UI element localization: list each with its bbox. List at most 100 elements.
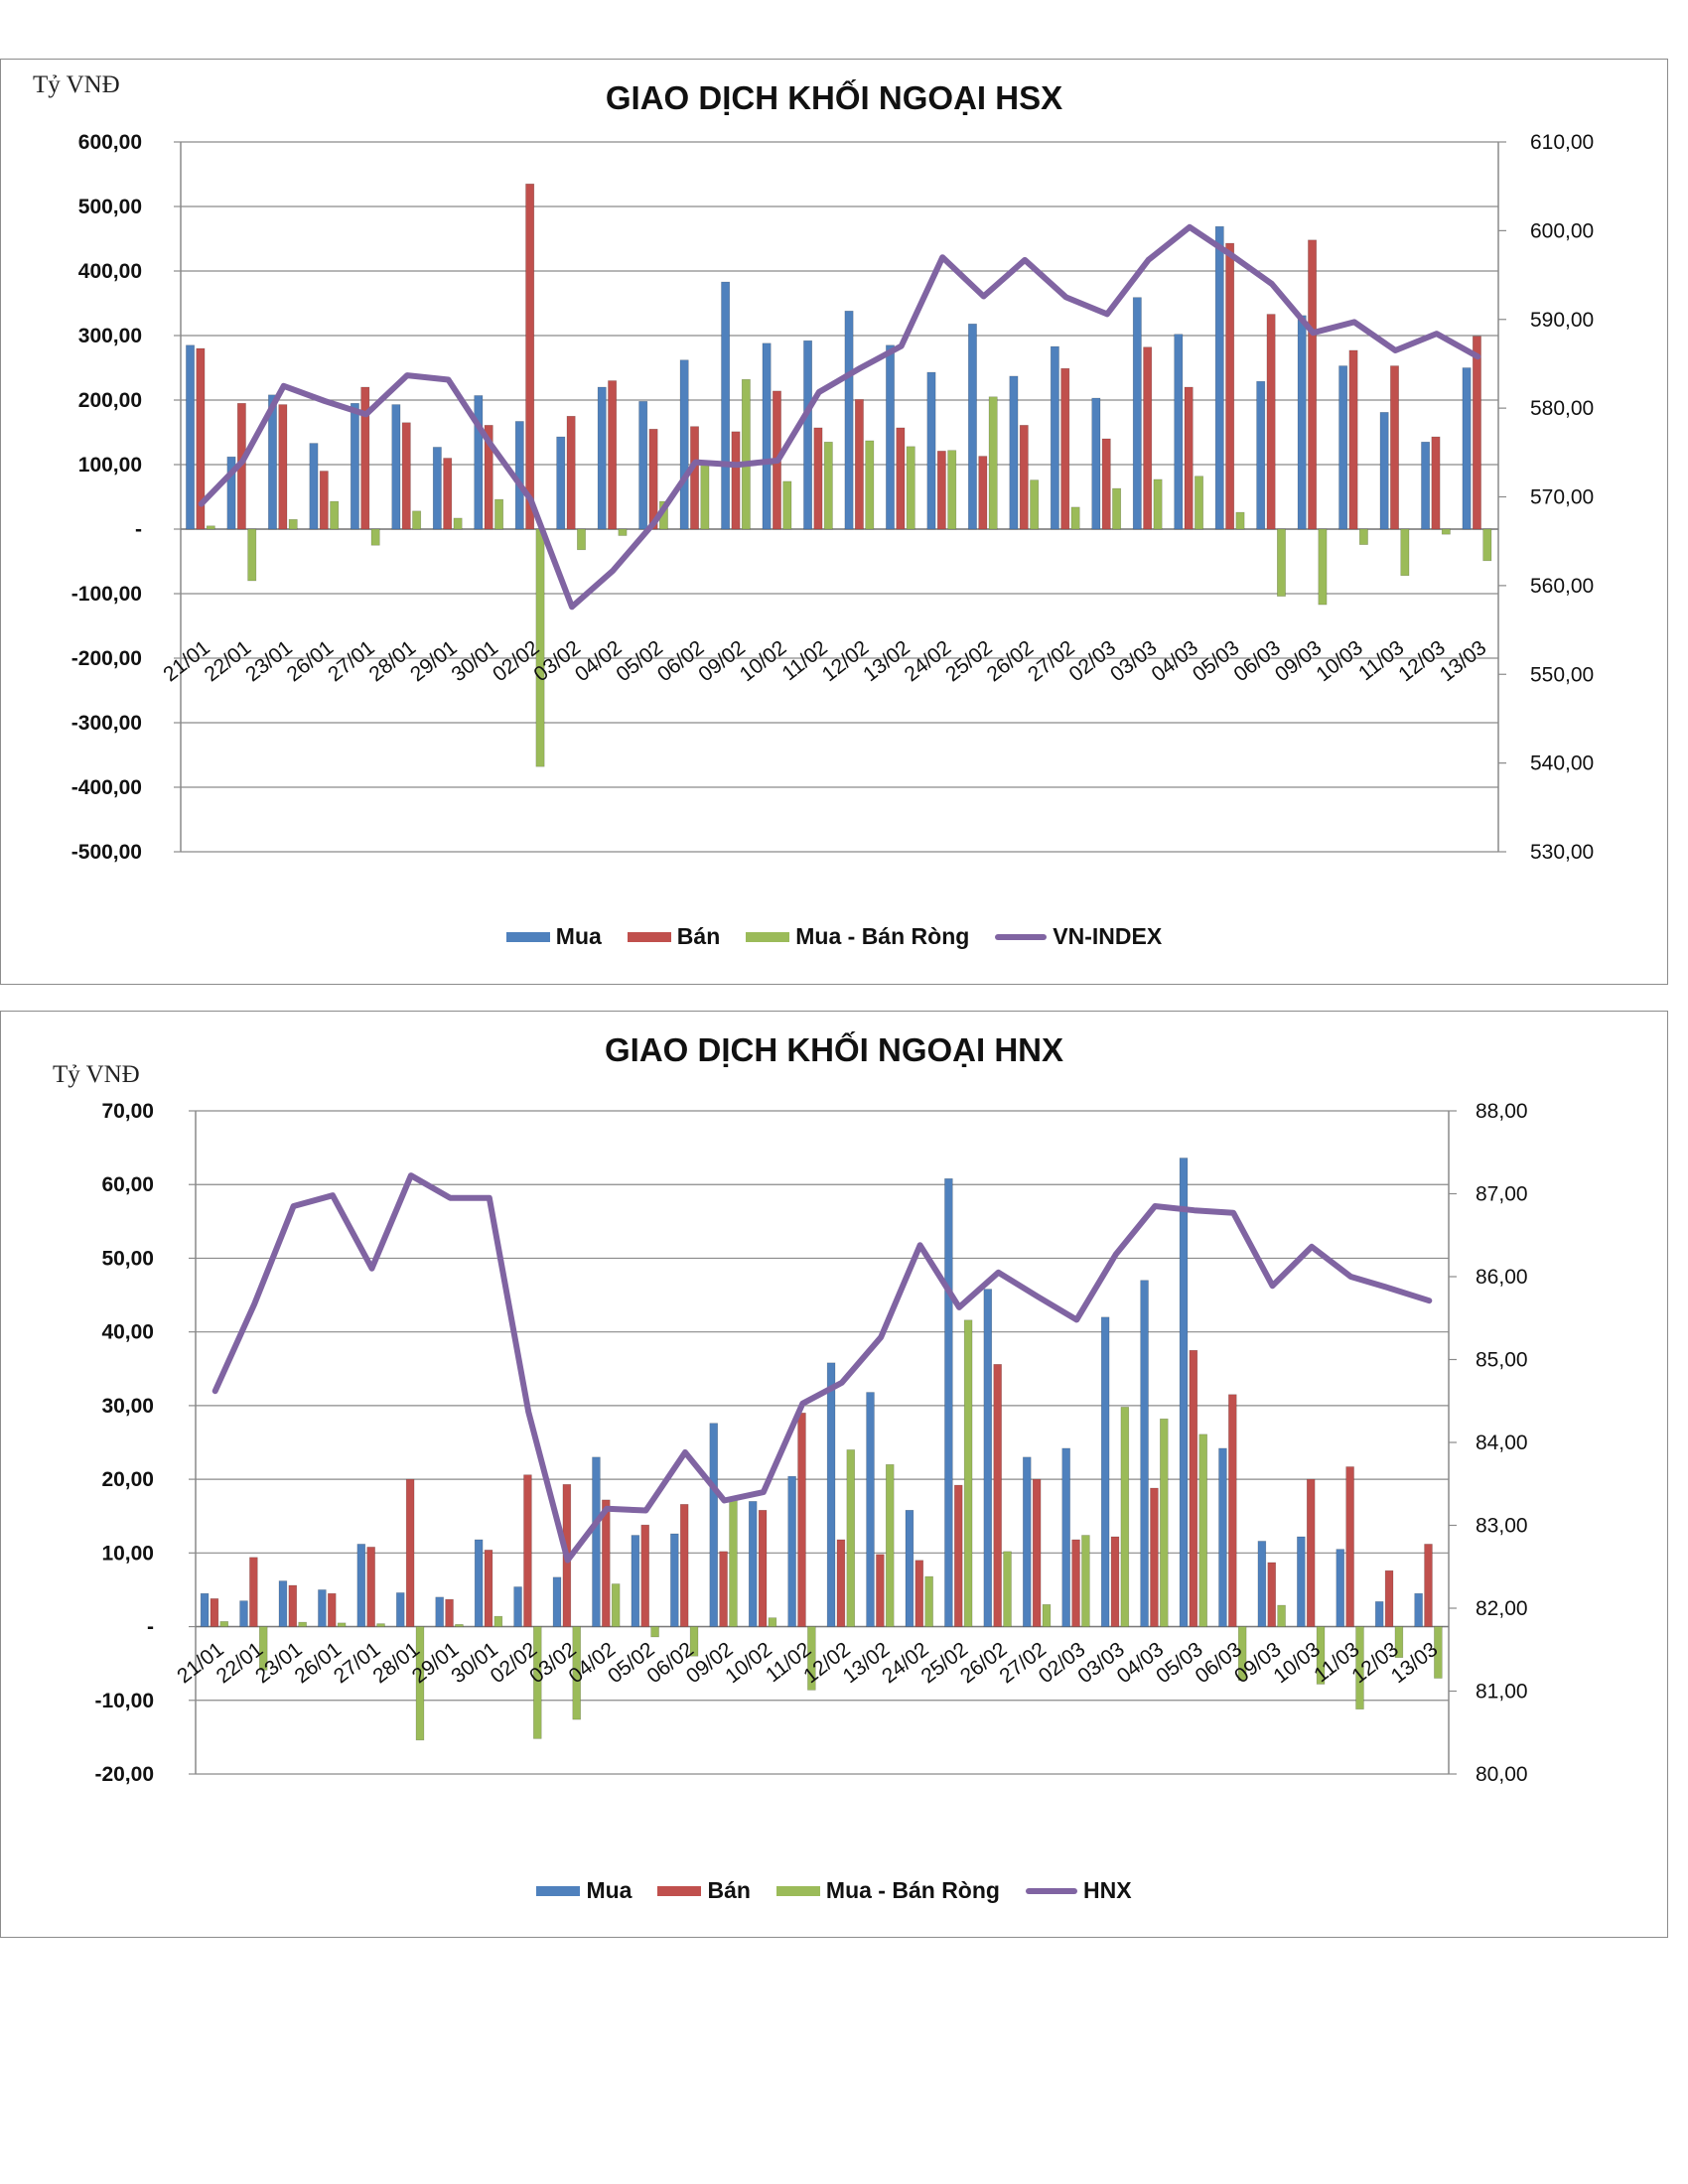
bar: [924, 1575, 933, 1627]
legend-swatch: [775, 1885, 820, 1896]
y-tick-label: 20,00: [101, 1468, 154, 1491]
x-tick-label: 13/03: [1436, 636, 1491, 686]
bar: [1100, 1316, 1110, 1627]
bar: [787, 1475, 796, 1627]
bar: [1140, 1280, 1149, 1627]
bar: [356, 1544, 366, 1627]
bar: [803, 340, 813, 530]
bar: [577, 528, 586, 551]
y2-tick-label: 570,00: [1530, 486, 1594, 509]
x-tick-label: 06/03: [1229, 636, 1285, 686]
bar: [1042, 1603, 1052, 1627]
x-tick-label: 24/02: [901, 636, 956, 686]
bar: [690, 426, 699, 530]
bar: [807, 1626, 816, 1691]
bar: [885, 1463, 895, 1627]
bar: [983, 1289, 993, 1627]
y2-tick-label: 580,00: [1530, 397, 1594, 420]
bar: [1482, 528, 1492, 562]
bar: [826, 1362, 836, 1627]
legend-swatch: [657, 1885, 702, 1896]
bar: [360, 386, 370, 530]
y2-tick-label: 84,00: [1476, 1432, 1528, 1454]
bar: [896, 427, 906, 530]
bar: [700, 462, 710, 530]
bar: [1306, 1478, 1316, 1627]
bar: [196, 347, 206, 530]
chart-title: GIAO DỊCH KHỐI NGOẠI HSX: [605, 79, 1063, 116]
bar: [1297, 1536, 1306, 1627]
bar: [1462, 367, 1472, 530]
bar: [914, 1560, 924, 1627]
bar: [947, 450, 957, 530]
chart-title: GIAO DỊCH KHỐI NGOẠI HNX: [604, 1031, 1064, 1068]
x-tick-label: 02/03: [1065, 636, 1121, 686]
y-tick-label: 500,00: [78, 196, 142, 218]
bar: [288, 1584, 298, 1627]
bar: [1174, 334, 1184, 530]
x-tick-label: 13/02: [859, 636, 914, 686]
y2-tick-label: 560,00: [1530, 575, 1594, 598]
bar: [1184, 386, 1194, 530]
x-tick-label: 04/03: [1147, 636, 1202, 686]
y-tick-label: 70,00: [101, 1100, 154, 1123]
legend-label: Mua: [586, 1877, 633, 1903]
bar: [1228, 1394, 1237, 1627]
bar: [905, 1509, 914, 1627]
bar: [298, 1621, 307, 1627]
y-tick-label: 50,00: [101, 1247, 154, 1270]
legend-label: Mua - Bán Ròng: [825, 1877, 1000, 1903]
bar: [396, 1592, 405, 1627]
legend-swatch: [995, 933, 1048, 940]
y-tick-label: 200,00: [78, 389, 142, 412]
bar: [679, 359, 689, 530]
unit-label: Tỷ VNĐ: [33, 71, 120, 98]
bar: [1061, 1447, 1070, 1627]
bar: [618, 528, 628, 536]
bar: [993, 1364, 1002, 1627]
index-line: [211, 1172, 1433, 1564]
x-tick-label: 26/02: [983, 636, 1039, 686]
y2-tick-label: 83,00: [1476, 1515, 1528, 1538]
bar: [566, 415, 576, 530]
y2-tick-label: 590,00: [1530, 309, 1594, 332]
legend-swatch: [536, 1885, 581, 1896]
y-tick-label: -: [147, 1616, 154, 1639]
bar: [1297, 315, 1307, 530]
x-tick-label: 06/02: [653, 636, 709, 686]
legend-label: Bán: [676, 923, 721, 949]
x-tick-label: 05/03: [1189, 636, 1244, 686]
bar: [366, 1547, 375, 1627]
x-tick-label: 09/02: [694, 636, 750, 686]
x-tick-label: 21/01: [159, 636, 214, 686]
bar: [741, 378, 751, 530]
legend: Mua Bán Mua - Bán Ròng HNX: [1, 1877, 1667, 1904]
bar: [1384, 1570, 1394, 1627]
y-tick-label: 600,00: [78, 131, 142, 154]
y2-tick-label: 81,00: [1476, 1681, 1528, 1704]
x-tick-label: 12/03: [1394, 636, 1450, 686]
bar: [405, 1478, 415, 1627]
bar: [319, 471, 329, 530]
bar: [611, 1583, 621, 1627]
bar: [513, 1586, 522, 1627]
bar: [309, 443, 319, 530]
bar: [432, 447, 442, 530]
bar: [186, 344, 195, 530]
bar: [525, 183, 535, 530]
y-tick-label: 40,00: [101, 1321, 154, 1344]
bar: [219, 1621, 229, 1627]
bar: [474, 1539, 484, 1627]
legend-swatch: [627, 931, 671, 942]
bar: [640, 1524, 649, 1627]
bar: [876, 1554, 885, 1627]
bar: [813, 427, 823, 530]
bar: [936, 451, 946, 530]
bar: [1150, 1487, 1159, 1627]
y-tick-label: 300,00: [78, 325, 142, 347]
bar: [1070, 506, 1080, 530]
y2-tick-label: 85,00: [1476, 1349, 1528, 1372]
bar: [206, 525, 215, 530]
legend: Mua Bán Mua - Bán Ròng VN-INDEX: [1, 923, 1667, 950]
chart-panel-hsx: Tỷ VNĐ GIAO DỊCH KHỐI NGOẠI HSX 600,00 50…: [0, 59, 1668, 985]
